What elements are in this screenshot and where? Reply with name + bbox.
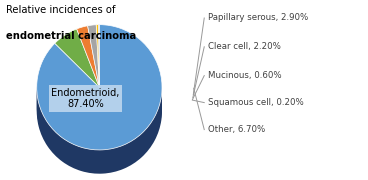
Wedge shape: [37, 44, 162, 170]
Text: Relative incidences of: Relative incidences of: [6, 5, 115, 15]
Wedge shape: [88, 33, 99, 95]
Wedge shape: [37, 37, 162, 162]
Wedge shape: [37, 40, 162, 166]
Wedge shape: [96, 48, 99, 111]
Wedge shape: [88, 44, 99, 107]
Wedge shape: [55, 41, 99, 99]
Wedge shape: [77, 42, 99, 103]
Wedge shape: [96, 44, 99, 107]
Wedge shape: [55, 33, 99, 91]
Wedge shape: [77, 46, 99, 107]
Wedge shape: [55, 29, 99, 87]
Wedge shape: [37, 29, 162, 154]
Text: Other, 6.70%: Other, 6.70%: [208, 125, 265, 134]
Wedge shape: [55, 49, 99, 107]
Wedge shape: [55, 37, 99, 95]
Wedge shape: [77, 30, 99, 91]
Wedge shape: [96, 29, 99, 91]
Wedge shape: [77, 26, 99, 87]
Wedge shape: [37, 33, 162, 158]
Wedge shape: [55, 45, 99, 103]
Wedge shape: [96, 25, 99, 87]
Wedge shape: [77, 34, 99, 95]
Wedge shape: [88, 25, 99, 87]
Text: Endometrioid,
87.40%: Endometrioid, 87.40%: [52, 88, 120, 109]
Wedge shape: [96, 40, 99, 103]
Text: Mucinous, 0.60%: Mucinous, 0.60%: [208, 71, 282, 80]
Wedge shape: [88, 40, 99, 103]
Wedge shape: [37, 48, 162, 174]
Wedge shape: [96, 33, 99, 95]
Text: Clear cell, 2.20%: Clear cell, 2.20%: [208, 42, 281, 51]
Wedge shape: [77, 38, 99, 99]
Wedge shape: [55, 53, 99, 111]
Wedge shape: [96, 37, 99, 99]
Text: Squamous cell, 0.20%: Squamous cell, 0.20%: [208, 98, 304, 107]
Text: endometrial carcinoma: endometrial carcinoma: [6, 31, 136, 41]
Wedge shape: [88, 37, 99, 99]
Text: Papillary serous, 2.90%: Papillary serous, 2.90%: [208, 14, 308, 22]
Wedge shape: [77, 50, 99, 111]
Wedge shape: [88, 48, 99, 111]
Wedge shape: [37, 25, 162, 150]
Wedge shape: [88, 29, 99, 91]
